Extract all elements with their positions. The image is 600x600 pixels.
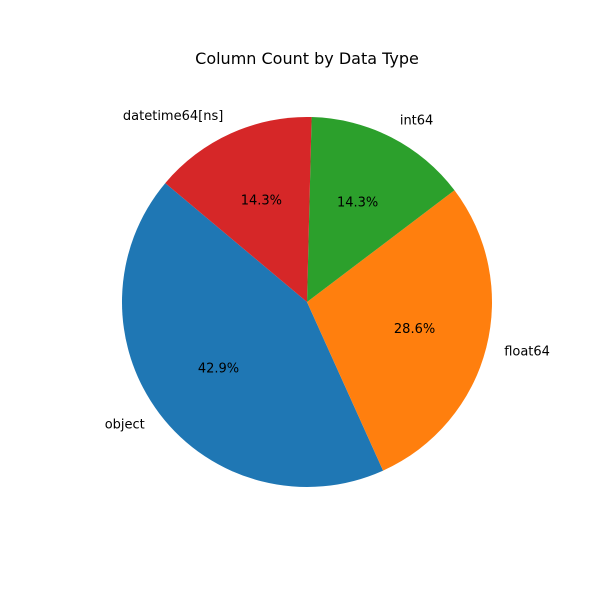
slice-label-float64: float64 [504, 345, 550, 360]
pie-slice-float64 [307, 190, 492, 471]
percent-label-object: 42.9% [198, 362, 239, 377]
percent-label-datetime64-ns: 14.3% [241, 193, 282, 208]
slice-label-object: object [105, 417, 145, 432]
pie-slice-object [121, 183, 384, 488]
percent-label-float64: 28.6% [394, 322, 435, 337]
pie-slice-datetime64-ns [165, 117, 312, 302]
slice-label-datetime64-ns: datetime64[ns] [123, 109, 223, 124]
pie-slice-int64 [307, 117, 455, 302]
pie-labels: object 42.9% float64 28.6% int64 14.3% datetim… [105, 109, 550, 432]
slice-label-int64: int64 [400, 113, 434, 128]
pie-slices [121, 117, 492, 488]
percent-label-int64: 14.3% [337, 196, 378, 211]
chart-title: Column Count by Data Type [195, 49, 419, 68]
